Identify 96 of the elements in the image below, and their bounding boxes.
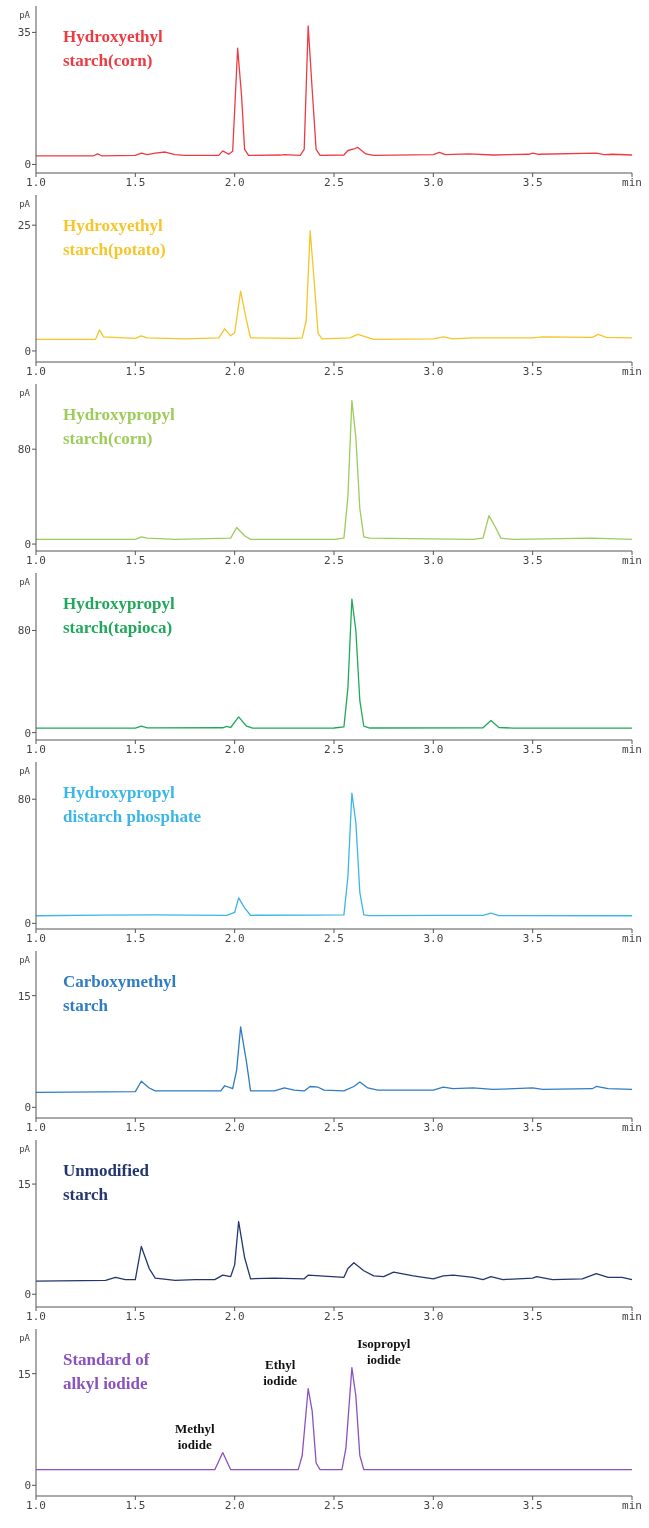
x-tick-label: min bbox=[622, 365, 642, 378]
y-tick-label: 35 bbox=[17, 26, 31, 40]
x-tick-label: 3.5 bbox=[522, 554, 543, 567]
x-tick-label: min bbox=[622, 932, 642, 945]
x-tick-label: min bbox=[622, 1499, 642, 1512]
x-tick-label: 3.5 bbox=[522, 932, 543, 945]
y-axis-title: pA bbox=[19, 10, 31, 20]
x-tick-label: 2.5 bbox=[324, 176, 344, 189]
x-tick-label: 1.0 bbox=[26, 176, 46, 189]
x-tick-label: 1.5 bbox=[125, 365, 146, 378]
x-tick-label: 1.0 bbox=[26, 554, 46, 567]
x-tick-label: 3.0 bbox=[423, 365, 444, 378]
x-tick-label: 3.0 bbox=[423, 1310, 444, 1323]
y-axis-title: pA bbox=[19, 1144, 31, 1154]
x-tick-label: 1.0 bbox=[26, 1121, 46, 1134]
text: Carboxymethyl starch bbox=[63, 972, 177, 1015]
x-tick-label: 2.0 bbox=[224, 743, 245, 756]
y-tick-label: 0 bbox=[24, 158, 31, 172]
line-series bbox=[35, 1220, 633, 1282]
y-tick-label: 0 bbox=[24, 538, 31, 552]
x-tick-label: 3.0 bbox=[423, 932, 444, 945]
text: Standard of alkyl iodide bbox=[63, 1350, 150, 1393]
x-tick-label: 2.0 bbox=[224, 932, 245, 945]
x-tick-label: 3.5 bbox=[522, 365, 543, 378]
x-tick-label: 3.0 bbox=[423, 554, 444, 567]
x-tick-label: min bbox=[622, 176, 642, 189]
x-tick-label: 1.5 bbox=[125, 1310, 146, 1323]
x-tick-label: 2.5 bbox=[324, 365, 344, 378]
x-tick-label: 3.5 bbox=[522, 1310, 543, 1323]
text: Hydroxypropyl starch(corn) bbox=[63, 405, 176, 448]
x-tick-label: 2.5 bbox=[324, 1310, 344, 1323]
annotation: Isopropyl iodide bbox=[357, 1335, 411, 1367]
annotation: Ethyl iodide bbox=[263, 1356, 298, 1388]
y-tick-label: 0 bbox=[24, 917, 31, 931]
x-tick-label: 3.5 bbox=[522, 1121, 543, 1134]
x-tick-label: 3.0 bbox=[423, 1121, 444, 1134]
line-series bbox=[35, 399, 633, 540]
y-tick-label: 80 bbox=[17, 624, 31, 638]
y-tick-label: 15 bbox=[17, 1367, 31, 1381]
y-axis-title: pA bbox=[19, 199, 31, 209]
y-tick-label: 80 bbox=[17, 793, 31, 807]
x-tick-label: min bbox=[622, 743, 642, 756]
text: Hydroxyethyl starch(corn) bbox=[63, 27, 164, 70]
y-axis-title: pA bbox=[19, 577, 31, 587]
x-tick-label: min bbox=[622, 554, 642, 567]
annotation: Methyl iodide bbox=[174, 1420, 215, 1452]
x-tick-label: 3.0 bbox=[423, 743, 444, 756]
x-tick-label: 3.5 bbox=[522, 1499, 543, 1512]
x-tick-label: 1.5 bbox=[125, 1121, 146, 1134]
line-series bbox=[35, 598, 633, 729]
x-tick-label: 3.5 bbox=[522, 743, 543, 756]
y-axis-title: pA bbox=[19, 766, 31, 776]
x-tick-label: 1.0 bbox=[26, 743, 46, 756]
x-tick-label: min bbox=[622, 1310, 642, 1323]
x-tick-label: 1.5 bbox=[125, 932, 146, 945]
y-tick-label: 25 bbox=[17, 219, 31, 233]
x-tick-label: 1.5 bbox=[125, 554, 146, 567]
x-tick-label: 3.0 bbox=[423, 1499, 444, 1512]
text: Hydroxypropyl distarch phosphate bbox=[63, 783, 202, 826]
x-tick-label: 1.5 bbox=[125, 176, 146, 189]
x-tick-label: 2.5 bbox=[324, 1121, 344, 1134]
y-tick-label: 15 bbox=[17, 989, 31, 1003]
x-tick-label: 3.0 bbox=[423, 176, 444, 189]
x-tick-label: 1.0 bbox=[26, 932, 46, 945]
y-axis-title: pA bbox=[19, 955, 31, 965]
x-tick-label: 2.0 bbox=[224, 554, 245, 567]
x-tick-label: 1.0 bbox=[26, 1310, 46, 1323]
x-tick-label: 1.5 bbox=[125, 1499, 146, 1512]
y-axis-title: pA bbox=[19, 388, 31, 398]
line-series bbox=[35, 1026, 633, 1094]
x-tick-label: 2.0 bbox=[224, 1310, 245, 1323]
y-tick-label: 0 bbox=[24, 1288, 31, 1302]
y-tick-label: 0 bbox=[24, 1479, 31, 1493]
text: Unmodified starch bbox=[63, 1161, 150, 1204]
x-tick-label: 1.5 bbox=[125, 743, 146, 756]
x-tick-label: 1.0 bbox=[26, 365, 46, 378]
line-series bbox=[35, 25, 633, 157]
y-tick-label: 0 bbox=[24, 1101, 31, 1115]
y-tick-label: 80 bbox=[17, 443, 31, 457]
x-tick-label: 2.0 bbox=[224, 176, 245, 189]
x-tick-label: 2.5 bbox=[324, 932, 344, 945]
text: Hydroxyethyl starch(potato) bbox=[63, 216, 166, 259]
y-tick-label: 15 bbox=[17, 1178, 31, 1192]
y-axis-title: pA bbox=[19, 1333, 31, 1343]
x-tick-label: 2.5 bbox=[324, 743, 344, 756]
x-tick-label: 2.5 bbox=[324, 1499, 344, 1512]
y-tick-label: 0 bbox=[24, 344, 31, 358]
x-tick-label: 1.0 bbox=[26, 1499, 46, 1512]
x-tick-label: min bbox=[622, 1121, 642, 1134]
text: Hydroxypropyl starch(tapioca) bbox=[63, 594, 176, 637]
x-tick-label: 2.0 bbox=[224, 1499, 245, 1512]
x-tick-label: 2.0 bbox=[224, 365, 245, 378]
x-tick-label: 3.5 bbox=[522, 176, 543, 189]
x-tick-label: 2.5 bbox=[324, 554, 344, 567]
y-tick-label: 0 bbox=[24, 726, 31, 740]
x-tick-label: 2.0 bbox=[224, 1121, 245, 1134]
